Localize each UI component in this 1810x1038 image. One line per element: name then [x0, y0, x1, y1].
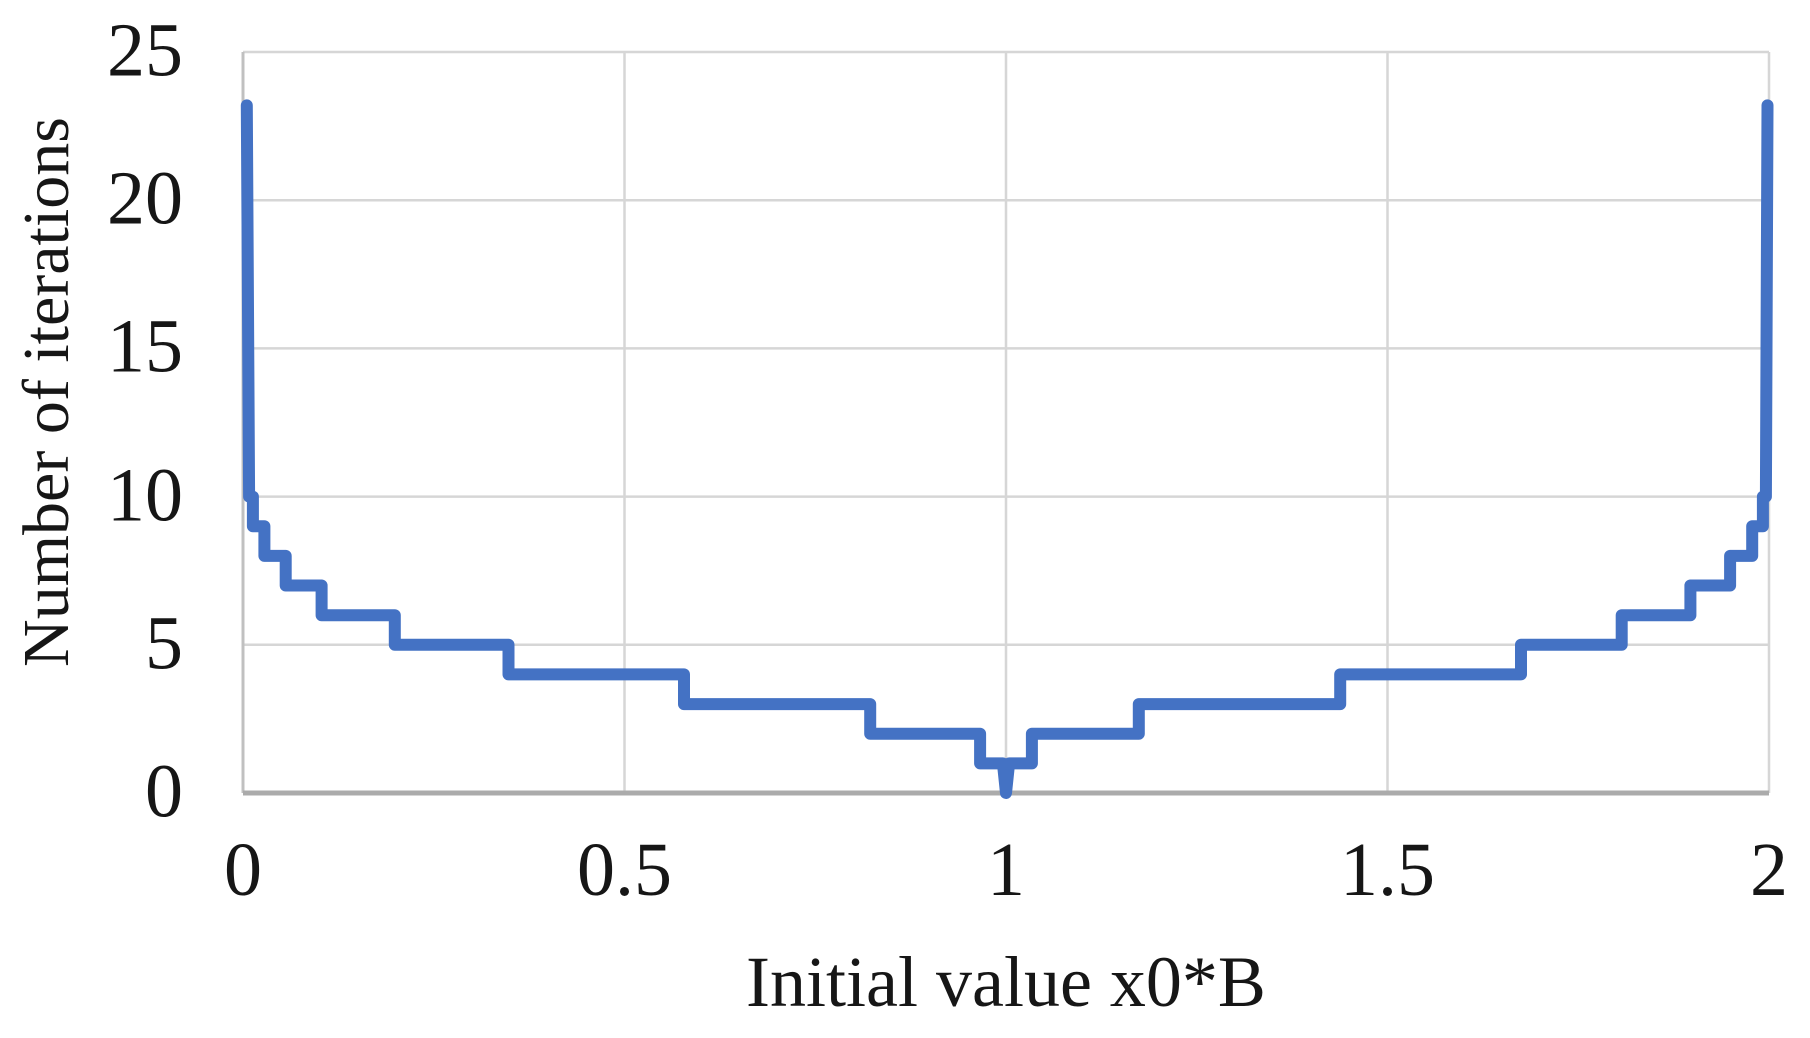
y-tick-label-15: 15 [107, 304, 183, 389]
x-tick-label-1.5: 1.5 [1340, 828, 1435, 912]
x-tick-label-0.5: 0.5 [577, 828, 672, 912]
y-tick-label-0: 0 [145, 749, 183, 834]
y-tick-label-20: 20 [107, 156, 183, 241]
y-tick-label-5: 5 [145, 601, 183, 686]
x-tick-label-1: 1 [987, 828, 1025, 912]
series-line-number-of-iterations [240, 99, 1774, 799]
y-axis-title: Number of iterations [10, 117, 83, 667]
y-tick-label-10: 10 [107, 453, 183, 538]
x-axis-title: Initial value x0*B [746, 942, 1266, 1022]
x-tick-label-0: 0 [224, 828, 262, 912]
x-tick-label-2: 2 [1750, 828, 1788, 912]
y-tick-label-25: 25 [107, 8, 183, 93]
